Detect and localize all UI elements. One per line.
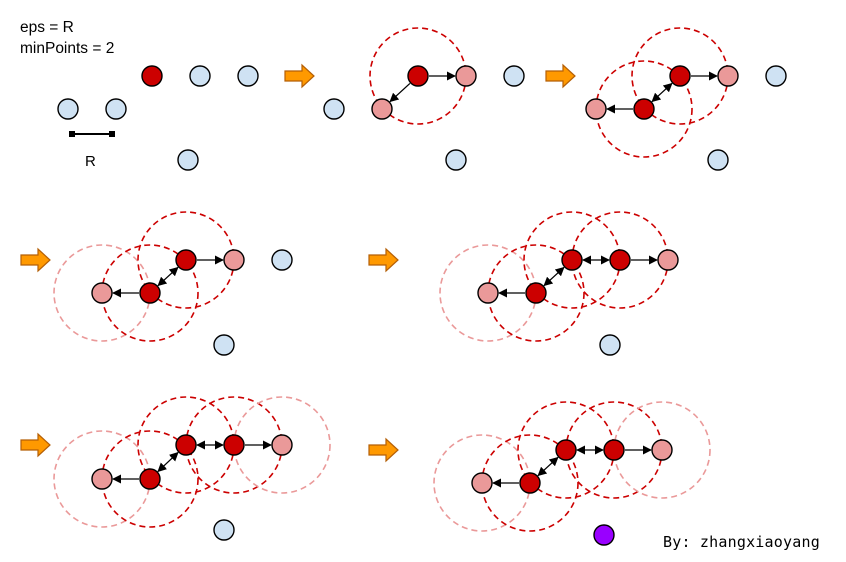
unvisited-point bbox=[503, 65, 525, 87]
unvisited-point bbox=[271, 249, 293, 271]
core-point bbox=[609, 249, 631, 271]
core-point bbox=[525, 282, 547, 304]
bidirectional-link-arrow bbox=[543, 266, 565, 287]
reachability-arrow bbox=[389, 82, 411, 103]
core-point bbox=[175, 434, 197, 456]
core-point bbox=[407, 65, 429, 87]
border-point bbox=[585, 98, 607, 120]
core-point bbox=[139, 468, 161, 490]
border-point bbox=[223, 249, 245, 271]
step-arrow-icon bbox=[20, 432, 51, 458]
core-point bbox=[633, 98, 655, 120]
eps-label: eps = R bbox=[20, 19, 74, 36]
unvisited-point bbox=[323, 98, 345, 120]
border-point bbox=[657, 249, 679, 271]
unvisited-point bbox=[189, 65, 211, 87]
bidirectional-link-arrow bbox=[651, 82, 673, 103]
step-arrow-icon bbox=[368, 247, 399, 273]
unvisited-point bbox=[213, 519, 235, 541]
unvisited-point bbox=[707, 149, 729, 171]
scale-bar-end bbox=[69, 131, 75, 137]
border-point bbox=[651, 439, 673, 461]
border-point bbox=[455, 65, 477, 87]
scale-bar-end bbox=[109, 131, 115, 137]
border-point bbox=[271, 434, 293, 456]
unvisited-point bbox=[177, 149, 199, 171]
unvisited-point bbox=[237, 65, 259, 87]
step-arrow-icon bbox=[368, 437, 399, 463]
border-point bbox=[477, 282, 499, 304]
unvisited-point bbox=[445, 149, 467, 171]
core-point bbox=[141, 65, 163, 87]
unvisited-point bbox=[599, 334, 621, 356]
unvisited-point bbox=[57, 98, 79, 120]
step-arrow-icon bbox=[20, 247, 51, 273]
core-point bbox=[669, 65, 691, 87]
unvisited-point bbox=[105, 98, 127, 120]
border-point bbox=[471, 472, 493, 494]
border-point bbox=[91, 282, 113, 304]
noise-point bbox=[593, 524, 615, 546]
min-points-label: minPoints = 2 bbox=[20, 40, 115, 57]
author-credit: By: zhangxiaoyang bbox=[663, 533, 820, 551]
core-point bbox=[223, 434, 245, 456]
step-arrow-icon bbox=[284, 63, 315, 89]
core-point bbox=[555, 439, 577, 461]
bidirectional-link-arrow bbox=[157, 266, 179, 287]
step-arrow-icon bbox=[545, 63, 576, 89]
core-point bbox=[519, 472, 541, 494]
border-point bbox=[717, 65, 739, 87]
unvisited-point bbox=[765, 65, 787, 87]
core-point bbox=[139, 282, 161, 304]
scale-radius-label: R bbox=[85, 153, 96, 170]
core-point bbox=[603, 439, 625, 461]
unvisited-point bbox=[213, 334, 235, 356]
core-point bbox=[175, 249, 197, 271]
bidirectional-link-arrow bbox=[157, 451, 179, 473]
border-point bbox=[91, 468, 113, 490]
bidirectional-link-arrow bbox=[537, 456, 559, 477]
core-point bbox=[561, 249, 583, 271]
border-point bbox=[371, 98, 393, 120]
